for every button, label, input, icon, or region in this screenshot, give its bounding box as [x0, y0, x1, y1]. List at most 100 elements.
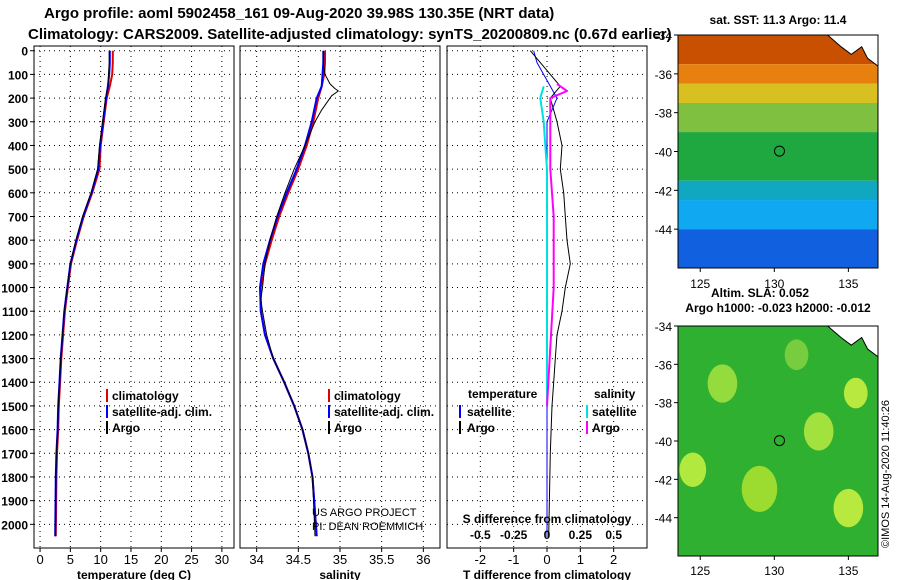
sla-map: -34 -36 -38 -40 -42 -44 Altim. SLA: 0.052Argo …: [655, 286, 879, 578]
x-tick-label: 0: [36, 552, 43, 567]
y-tick-label: 1200: [1, 329, 28, 343]
map-y-tick-label: -42: [655, 473, 673, 487]
map-y-tick-label: -44: [655, 223, 673, 237]
legend-title-salinity: salinity: [594, 387, 636, 401]
x-tick-label: 34.5: [286, 552, 311, 567]
x-tick-label: 15: [124, 552, 138, 567]
legend-label: Argo: [334, 421, 362, 435]
x-tick-label: 35.5: [369, 552, 394, 567]
secondary-tick-label: 0: [544, 528, 551, 542]
x-axis-label: temperature (deg C): [77, 568, 191, 580]
legend-swatch: [586, 405, 588, 418]
legend-label: satellite-adj. clim.: [334, 405, 434, 419]
y-tick-label: 500: [8, 163, 28, 177]
difference-panel: -2 -1 0 1 2T difference from climatology temp…: [446, 45, 648, 580]
sla-map-title: Altim. SLA: 0.052: [711, 286, 809, 300]
x-tick-label: 1: [577, 552, 584, 567]
y-tick-label: 600: [8, 187, 28, 201]
y-tick-label: 1300: [1, 353, 28, 367]
sla-anomaly-blob: [784, 339, 809, 371]
y-tick-label: 1500: [1, 400, 28, 414]
legend-swatch: [586, 421, 588, 434]
sst-band: [678, 200, 878, 230]
map-x-tick-label: 135: [838, 277, 858, 291]
x-axis-label: salinity: [319, 568, 361, 580]
y-tick-label: 400: [8, 139, 28, 153]
sla-map-subtitle: Argo h1000: -0.023 h2000: -0.012: [685, 301, 871, 315]
legend-label: Argo: [592, 421, 620, 435]
sla-anomaly-blob: [679, 452, 707, 487]
secondary-tick-label: -0.5: [470, 528, 491, 542]
x-tick-label: -1: [508, 552, 520, 567]
x-tick-label: 36: [416, 552, 430, 567]
legend-label: climatology: [334, 389, 401, 403]
legend-label: Argo: [467, 421, 495, 435]
sst-band: [678, 180, 878, 201]
secondary-tick-label: 0.25: [569, 528, 593, 542]
sst-map: -34 -36 -38 -40 -42 -44 sat. SST: 11.3 Argo: 1…: [655, 13, 879, 291]
y-tick-label: 100: [8, 68, 28, 82]
x-tick-label: 20: [154, 552, 168, 567]
secondary-tick-label: 0.5: [605, 528, 622, 542]
map-x-tick-label: 125: [690, 564, 710, 578]
annotation-line-2: PI: DEAN ROEMMICH: [312, 521, 423, 533]
map-x-tick-label: 130: [764, 277, 784, 291]
series-line-climatology: [259, 50, 326, 537]
legend-swatch: [328, 389, 330, 402]
series-line-s-argo: [546, 83, 568, 406]
sst-band: [678, 102, 878, 133]
map-y-tick-label: -34: [655, 320, 673, 334]
temperature-panel: 0 5 10 15 20 25 30 temperature (deg C) 0 100 200 30…: [1, 45, 235, 580]
legend-label: satellite: [467, 405, 512, 419]
panel-frame: [33, 45, 235, 549]
sst-band: [678, 64, 878, 84]
map-y-tick-label: -36: [655, 68, 673, 82]
legend-swatch: [328, 421, 330, 434]
title-line-1: Argo profile: aoml 5902458_161 09-Aug-20…: [44, 5, 555, 22]
coastline: [826, 35, 878, 67]
series-line-climatology: [54, 50, 114, 537]
secondary-tick-label: -0.25: [500, 528, 528, 542]
sla-anomaly-blob: [843, 377, 868, 409]
annotation-line-1: US ARGO PROJECT: [312, 507, 417, 519]
x-tick-label: 5: [67, 552, 74, 567]
legend-swatch: [106, 421, 108, 434]
series-line-argo: [54, 50, 110, 537]
x-tick-label: 35: [333, 552, 347, 567]
map-x-tick-label: 135: [838, 564, 858, 578]
map-content: [678, 35, 878, 268]
sst-band: [678, 229, 878, 268]
x-tick-label: 25: [184, 552, 198, 567]
legend-label: Argo: [112, 421, 140, 435]
x-axis-label: T difference from climatology: [463, 568, 631, 580]
x-tick-label: 34: [249, 552, 263, 567]
sla-anomaly-blob: [707, 364, 738, 403]
legend-label: satellite: [592, 405, 637, 419]
x-tick-label: 2: [610, 552, 617, 567]
x-tick-label: -2: [475, 552, 487, 567]
salinity-panel: 34 34.5 35 35.5 36 salinity climatology satelli…: [239, 45, 441, 580]
sst-map-title: sat. SST: 11.3 Argo: 11.4: [710, 13, 847, 27]
legend-label: satellite-adj. clim.: [112, 405, 212, 419]
series-line-satellite-adj-clim-: [54, 50, 111, 537]
map-y-tick-label: -38: [655, 107, 673, 121]
y-tick-label: 0: [21, 45, 28, 59]
title-line-2: Climatology: CARS2009. Satellite-adjuste…: [28, 26, 672, 43]
x-tick-label: 10: [93, 552, 107, 567]
map-y-tick-label: -38: [655, 397, 673, 411]
sla-anomaly-blob: [833, 488, 864, 528]
y-tick-label: 900: [8, 258, 28, 272]
y-tick-label: 2000: [1, 518, 28, 532]
map-content: [678, 326, 878, 556]
y-tick-label: 300: [8, 116, 28, 130]
sla-anomaly-blob: [803, 412, 834, 451]
y-tick-label: 700: [8, 210, 28, 224]
series-line-s-satellite: [539, 86, 548, 406]
map-y-tick-label: -36: [655, 358, 673, 372]
sst-band: [678, 83, 878, 103]
legend-label: climatology: [112, 389, 179, 403]
y-tick-label: 1700: [1, 447, 28, 461]
map-y-tick-label: -42: [655, 184, 673, 198]
y-tick-label: 1100: [2, 305, 28, 319]
